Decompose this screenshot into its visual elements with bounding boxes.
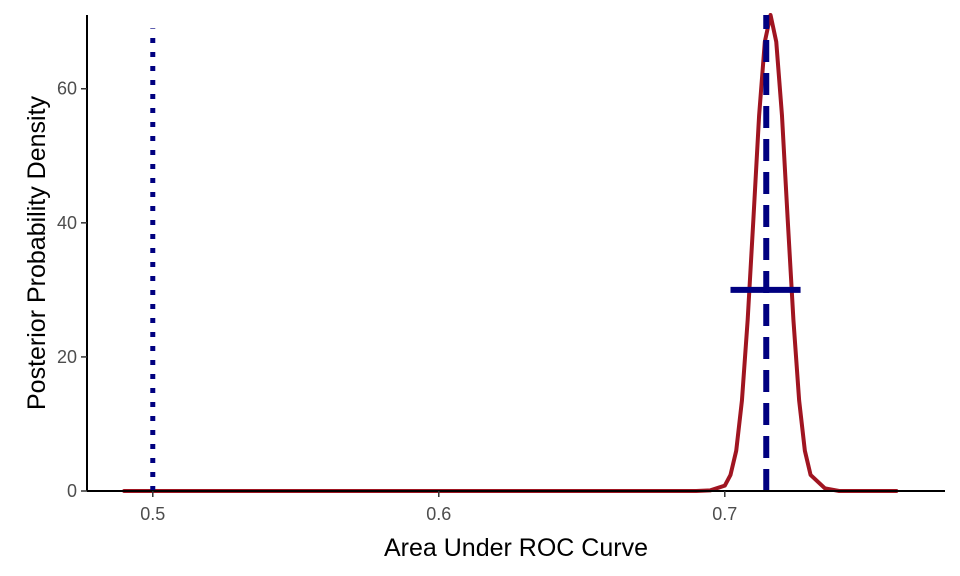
x-tick-label: 0.7 bbox=[712, 504, 737, 524]
ticks: 0.5 0.6 0.7 0 20 40 60 bbox=[57, 79, 737, 524]
axes bbox=[86, 15, 945, 492]
x-tick-label: 0.5 bbox=[140, 504, 165, 524]
y-tick-label: 40 bbox=[57, 213, 77, 233]
density-curve-0 bbox=[122, 13, 899, 493]
x-tick-label: 0.6 bbox=[426, 504, 451, 524]
y-tick-label: 0 bbox=[67, 481, 77, 501]
y-axis-title: Posterior Probability Density bbox=[23, 95, 51, 410]
x-axis-title: Area Under ROC Curve bbox=[384, 534, 648, 562]
reference-lines bbox=[150, 15, 801, 491]
y-tick-label: 20 bbox=[57, 347, 77, 367]
y-tick-label: 60 bbox=[57, 79, 77, 99]
plot-area bbox=[122, 13, 899, 493]
